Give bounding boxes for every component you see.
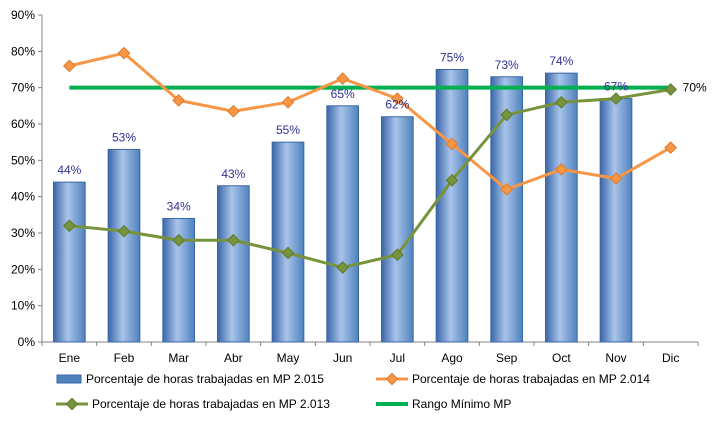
bar-2015 bbox=[544, 72, 578, 343]
series-2014-marker bbox=[172, 94, 186, 107]
series-2014-marker bbox=[664, 141, 678, 154]
legend-item-2013: Porcentaje de horas trabajadas en MP 2.0… bbox=[56, 397, 330, 411]
series-2013-marker bbox=[226, 233, 240, 247]
series-2013-marker bbox=[445, 173, 459, 187]
legend-label-2015: Porcentaje de horas trabajadas en MP 2.0… bbox=[86, 372, 324, 386]
x-tick-label: Ene bbox=[59, 351, 81, 365]
series-2013-marker bbox=[664, 83, 678, 96]
series-2014-marker bbox=[281, 95, 295, 109]
x-tick-label: Abr bbox=[224, 351, 243, 365]
series-2014-marker bbox=[390, 92, 404, 105]
x-tick-label: May bbox=[277, 351, 300, 365]
series-2014-marker bbox=[445, 137, 459, 151]
y-tick-label: 90% bbox=[11, 8, 35, 22]
series-2014-marker bbox=[117, 46, 131, 60]
x-tick-label: Dic bbox=[662, 351, 679, 365]
bar-data-label: 73% bbox=[495, 58, 519, 72]
bar-2015 bbox=[435, 69, 469, 343]
bar-data-label: 55% bbox=[276, 123, 300, 137]
y-tick-label: 40% bbox=[11, 190, 35, 204]
series-2014-marker bbox=[500, 183, 514, 196]
bar-2015 bbox=[52, 181, 86, 343]
series-2014-marker bbox=[336, 72, 350, 85]
series-2013-marker bbox=[172, 233, 186, 247]
bar-data-label: 34% bbox=[167, 199, 191, 213]
bar-data-label: 43% bbox=[221, 167, 245, 181]
legend-line-swatch bbox=[376, 373, 408, 385]
legend-label-2014: Porcentaje de horas trabajadas en MP 2.0… bbox=[412, 372, 650, 386]
series-2013-marker bbox=[336, 261, 350, 274]
series-2013-marker bbox=[609, 92, 623, 105]
legend-line-swatch bbox=[56, 398, 88, 410]
y-tick-label: 50% bbox=[11, 153, 35, 167]
series-2014-marker bbox=[609, 172, 623, 185]
y-tick-label: 80% bbox=[11, 44, 35, 58]
series-2013-marker bbox=[62, 219, 76, 233]
series-2014-marker bbox=[226, 104, 240, 118]
bar-2015 bbox=[107, 148, 141, 343]
x-tick-label: Jul bbox=[390, 351, 405, 365]
legend-label-2013: Porcentaje de horas trabajadas en MP 2.0… bbox=[92, 397, 330, 411]
x-tick-label: Oct bbox=[552, 351, 571, 365]
series-2013-marker bbox=[500, 108, 514, 122]
y-tick-label: 10% bbox=[11, 299, 35, 313]
y-tick-label: 20% bbox=[11, 262, 35, 276]
series-2013-marker bbox=[390, 248, 404, 262]
legend-line-swatch bbox=[376, 402, 408, 406]
bar-2015 bbox=[599, 98, 633, 343]
series-2014-marker bbox=[554, 163, 568, 176]
chart-legend: Porcentaje de horas trabajadas en MP 2.0… bbox=[56, 372, 696, 418]
bar-data-label: 67% bbox=[604, 80, 628, 94]
bar-2015 bbox=[380, 116, 414, 343]
legend-item-2015: Porcentaje de horas trabajadas en MP 2.0… bbox=[56, 372, 324, 386]
series-2013-marker bbox=[554, 95, 568, 109]
series-2013-line bbox=[69, 88, 671, 270]
bar-data-label: 75% bbox=[440, 51, 464, 65]
y-tick-label: 70% bbox=[11, 81, 35, 95]
legend-item-2014: Porcentaje de horas trabajadas en MP 2.0… bbox=[376, 372, 650, 386]
legend-item-min: Rango Mínimo MP bbox=[376, 397, 511, 411]
bar-2015 bbox=[216, 185, 250, 343]
bar-data-label: 65% bbox=[331, 87, 355, 101]
legend-label-min: Rango Mínimo MP bbox=[412, 397, 512, 411]
bar-data-label: 62% bbox=[385, 98, 409, 112]
x-tick-label: Jun bbox=[333, 351, 352, 365]
x-tick-label: Feb bbox=[114, 351, 135, 365]
rango-minimo-end-label: 70% bbox=[683, 81, 707, 95]
x-tick-label: Sep bbox=[496, 351, 518, 365]
bar-2015 bbox=[326, 105, 360, 343]
series-2013-marker bbox=[117, 224, 131, 238]
x-tick-label: Ago bbox=[441, 351, 463, 365]
bar-data-label: 74% bbox=[549, 54, 573, 68]
y-tick-label: 0% bbox=[18, 335, 36, 349]
y-tick-label: 60% bbox=[11, 117, 35, 131]
series-2014-marker bbox=[62, 59, 76, 73]
x-tick-label: Nov bbox=[605, 351, 626, 365]
series-2014-line bbox=[68, 51, 672, 191]
series-2013-marker bbox=[281, 246, 295, 260]
bar-data-label: 44% bbox=[57, 163, 81, 177]
bar-data-label: 53% bbox=[112, 130, 136, 144]
legend-bar-swatch bbox=[56, 374, 82, 384]
x-tick-label: Mar bbox=[168, 351, 189, 365]
y-tick-label: 30% bbox=[11, 226, 35, 240]
bar-2015 bbox=[271, 141, 305, 343]
